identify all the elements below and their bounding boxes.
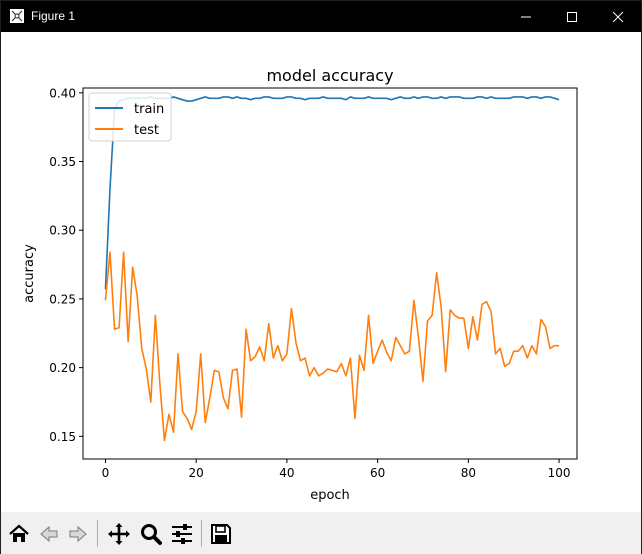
forward-arrow-icon [69,525,87,542]
navigation-toolbar [1,512,641,554]
home-icon [8,524,29,542]
matplotlib-app-icon [10,9,24,23]
move-icon [107,522,130,545]
series-line-test [104,251,560,442]
magnifier-icon [140,523,162,545]
series-line-train [104,96,560,290]
floppy-disk-icon [210,523,231,544]
minimize-button[interactable] [503,1,549,32]
maximize-button[interactable] [549,1,595,32]
x-axis-label: epoch [310,488,350,503]
minimize-icon [521,16,531,17]
legend-test-label: test [134,123,159,138]
y-tick-label: 0.30 [49,224,76,238]
close-icon [612,11,624,22]
plot-frame [82,87,578,460]
sliders-icon [171,523,192,544]
x-tick-label: 0 [102,466,110,480]
title-bar[interactable]: Figure 1 [1,1,641,32]
forward-button[interactable] [64,519,91,548]
y-tick-label: 0.20 [49,361,76,375]
x-tick-label: 80 [461,466,476,480]
close-button[interactable] [595,1,641,32]
x-tick-label: 40 [279,466,294,480]
toolbar-separator [97,520,98,547]
zoom-button[interactable] [137,519,164,548]
maximize-icon [567,11,577,22]
line-chart[interactable]: model accuracy 0 20 40 60 80 100 0.15 0.20 0.25 0… [1,32,641,512]
save-button[interactable] [207,519,234,548]
toolbar-separator [201,520,202,547]
y-tick-label: 0.35 [49,155,76,169]
window-title: Figure 1 [31,9,76,23]
x-tick-label: 100 [548,466,571,480]
back-button[interactable] [35,519,62,548]
home-button[interactable] [5,519,32,548]
figure-canvas[interactable]: model accuracy 0 20 40 60 80 100 0.15 0.20 0.25 0… [1,32,641,512]
back-arrow-icon [39,525,57,542]
chart-title: model accuracy [266,66,393,85]
y-tick-label: 0.25 [49,292,76,306]
y-tick-label: 0.40 [49,86,76,100]
y-tick-label: 0.15 [49,430,76,444]
configure-subplots-button[interactable] [168,519,195,548]
x-tick-label: 60 [370,466,385,480]
pan-button[interactable] [105,519,132,548]
legend-train-label: train [134,102,164,117]
x-tick-label: 20 [189,466,204,480]
y-axis-label: accuracy [22,244,37,303]
legend: train test [88,92,172,142]
